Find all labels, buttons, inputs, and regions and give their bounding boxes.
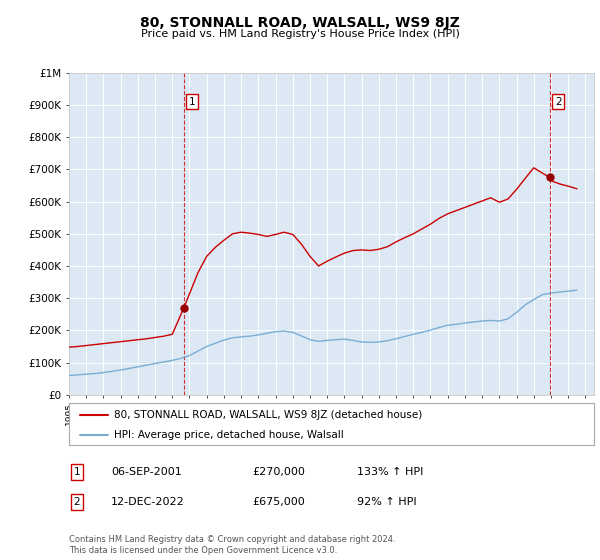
Text: 12-DEC-2022: 12-DEC-2022 bbox=[111, 497, 185, 507]
Text: Contains HM Land Registry data © Crown copyright and database right 2024.
This d: Contains HM Land Registry data © Crown c… bbox=[69, 535, 395, 555]
Text: £270,000: £270,000 bbox=[252, 467, 305, 477]
Text: £675,000: £675,000 bbox=[252, 497, 305, 507]
Text: 2: 2 bbox=[555, 97, 562, 107]
Text: Price paid vs. HM Land Registry's House Price Index (HPI): Price paid vs. HM Land Registry's House … bbox=[140, 29, 460, 39]
Text: HPI: Average price, detached house, Walsall: HPI: Average price, detached house, Wals… bbox=[113, 430, 343, 440]
Text: 1: 1 bbox=[189, 97, 196, 107]
Text: 80, STONNALL ROAD, WALSALL, WS9 8JZ (detached house): 80, STONNALL ROAD, WALSALL, WS9 8JZ (det… bbox=[113, 410, 422, 420]
Text: 92% ↑ HPI: 92% ↑ HPI bbox=[357, 497, 416, 507]
Text: 80, STONNALL ROAD, WALSALL, WS9 8JZ: 80, STONNALL ROAD, WALSALL, WS9 8JZ bbox=[140, 16, 460, 30]
Text: 06-SEP-2001: 06-SEP-2001 bbox=[111, 467, 182, 477]
Text: 133% ↑ HPI: 133% ↑ HPI bbox=[357, 467, 424, 477]
Text: 1: 1 bbox=[73, 467, 80, 477]
Text: 2: 2 bbox=[73, 497, 80, 507]
